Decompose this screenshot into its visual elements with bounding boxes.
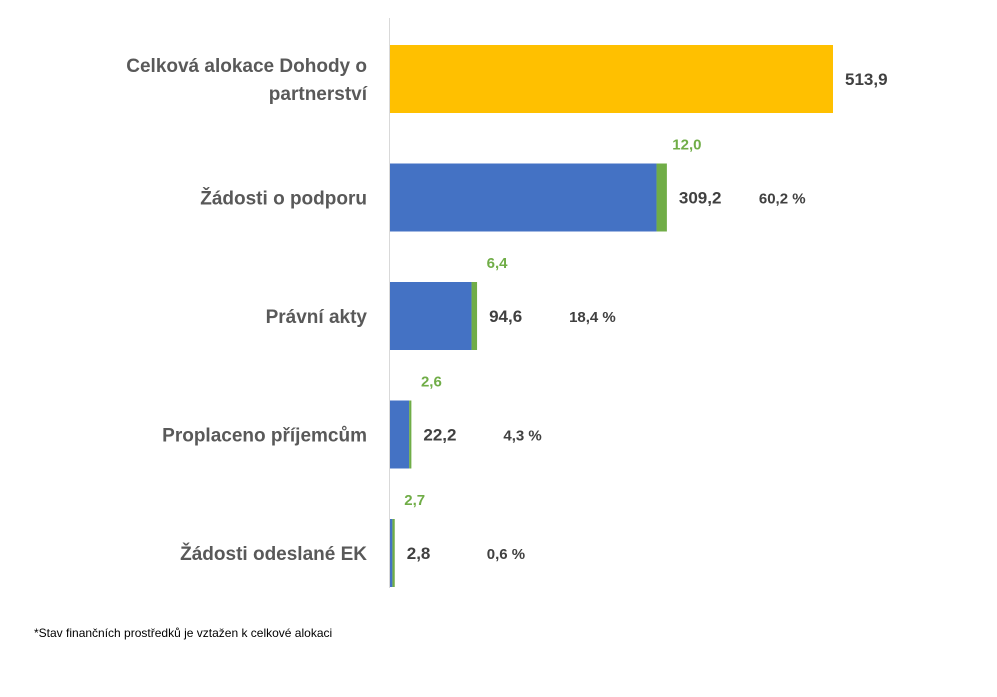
- category-label-0-1: partnerství: [269, 84, 368, 105]
- value-label-4: 2,8: [407, 544, 431, 563]
- segment-label-3: 2,6: [421, 374, 442, 391]
- bar-segment-2: [471, 282, 478, 350]
- bar-segment-3: [409, 400, 412, 469]
- value-label-0: 513,9: [845, 70, 888, 89]
- segment-label-4: 2,7: [404, 492, 425, 509]
- bar-1: [390, 163, 657, 232]
- category-label-0-0: Celková alokace Dohody o: [126, 56, 367, 77]
- bar-4: [390, 519, 393, 587]
- percent-label-1: 60,2 %: [759, 191, 806, 208]
- bar-2: [390, 282, 472, 350]
- footnote: *Stav finančních prostředků je vztažen k…: [34, 626, 333, 640]
- category-label-1-0: Žádosti o podporu: [200, 188, 367, 210]
- segment-label-2: 6,4: [487, 255, 509, 272]
- percent-label-3: 4,3 %: [503, 428, 541, 445]
- category-label-2-0: Právní akty: [266, 307, 368, 328]
- bar-segment-1: [656, 163, 667, 232]
- percent-label-2: 18,4 %: [569, 309, 616, 326]
- value-label-1: 309,2: [679, 189, 722, 208]
- bar-0: [390, 45, 833, 113]
- value-label-2: 94,6: [489, 307, 522, 326]
- category-label-4-0: Žádosti odeslané EK: [180, 543, 367, 565]
- segment-label-1: 12,0: [672, 137, 701, 154]
- percent-label-4: 0,6 %: [487, 546, 525, 563]
- value-label-3: 22,2: [423, 426, 456, 445]
- bar-3: [390, 400, 410, 469]
- bar-segment-4: [392, 519, 395, 587]
- category-label-3-0: Proplaceno příjemcům: [162, 426, 367, 447]
